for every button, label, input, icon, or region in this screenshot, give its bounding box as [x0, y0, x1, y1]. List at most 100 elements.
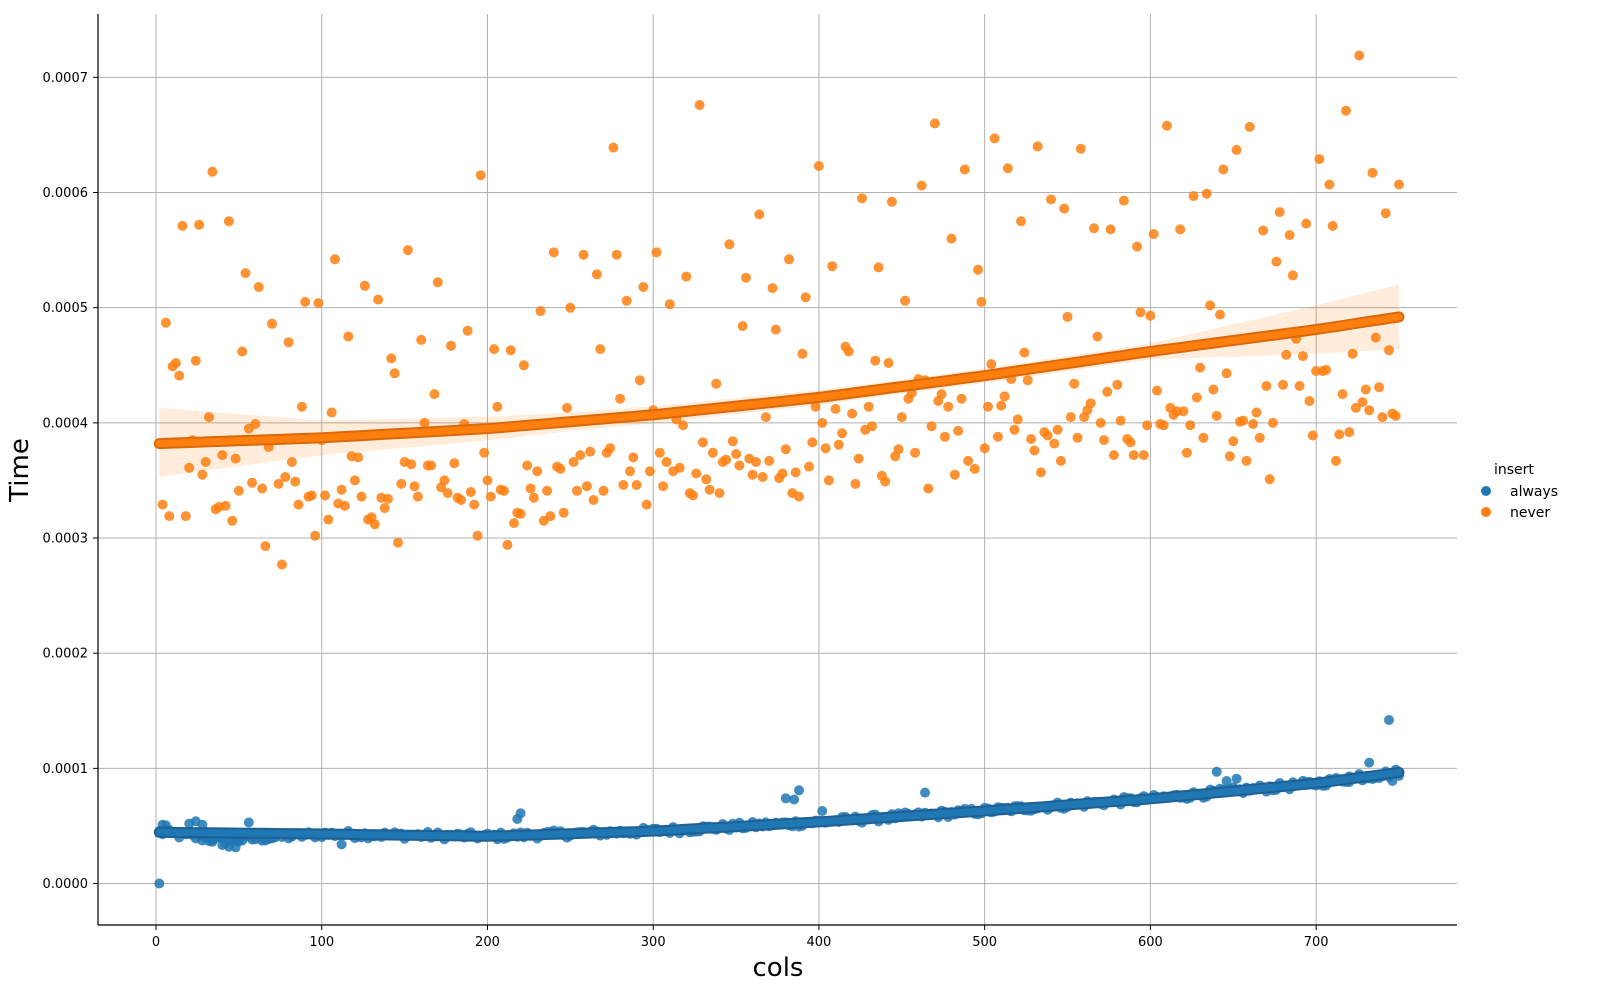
data-point-never	[654, 447, 665, 458]
x-tick-label: 700	[1304, 935, 1329, 950]
data-point-never	[1205, 300, 1216, 311]
data-point-never	[502, 539, 513, 550]
data-point-never	[664, 299, 675, 310]
data-point-never	[1042, 430, 1053, 441]
data-point-never	[1367, 167, 1378, 178]
data-point-never	[843, 346, 854, 357]
data-point-never	[160, 317, 171, 328]
data-point-never	[880, 476, 891, 487]
data-point-never	[528, 492, 539, 503]
data-point-never	[1324, 179, 1335, 190]
data-point-never	[1221, 368, 1232, 379]
y-tick-label: 0.0007	[43, 71, 89, 86]
legend-label-always: always	[1510, 484, 1558, 500]
data-point-always	[154, 878, 165, 889]
data-point-never	[1062, 311, 1073, 322]
data-point-never	[1360, 384, 1371, 395]
data-point-never	[247, 477, 258, 488]
data-point-never	[545, 511, 556, 522]
data-point-never	[1297, 351, 1308, 362]
data-point-never	[694, 100, 705, 110]
data-point-never	[850, 478, 861, 489]
data-point-never	[751, 457, 761, 467]
data-point-never	[1102, 386, 1113, 397]
data-point-always	[920, 787, 930, 798]
data-point-never	[986, 359, 997, 370]
data-point-never	[810, 401, 821, 412]
data-point-never	[651, 247, 662, 258]
data-point-never	[1089, 223, 1099, 234]
y-tick-label: 0.0004	[43, 416, 89, 431]
data-point-never	[449, 458, 460, 469]
data-point-never	[976, 296, 987, 307]
data-point-never	[797, 348, 808, 359]
data-point-never	[568, 457, 579, 467]
data-point-never	[369, 519, 380, 530]
data-point-never	[1012, 414, 1023, 425]
data-point-never	[174, 370, 185, 381]
data-point-never	[277, 559, 287, 570]
data-point-never	[353, 452, 364, 463]
data-point-never	[257, 483, 268, 494]
data-point-never	[1251, 407, 1262, 418]
data-point-never	[1092, 331, 1103, 342]
data-point-never	[896, 412, 907, 423]
data-point-never	[1258, 225, 1269, 236]
data-point-never	[973, 264, 983, 275]
data-point-never	[1354, 50, 1365, 61]
data-point-never	[644, 466, 655, 477]
data-point-never	[197, 469, 208, 480]
data-point-never	[1046, 194, 1056, 205]
x-tick-label: 500	[972, 935, 997, 950]
data-point-never	[953, 425, 964, 436]
data-point-never	[595, 344, 606, 355]
data-point-never	[1341, 105, 1351, 116]
data-point-never	[1301, 218, 1312, 229]
data-point-never	[389, 368, 400, 379]
data-point-never	[737, 321, 748, 332]
data-point-never	[1334, 429, 1345, 440]
data-point-never	[867, 421, 877, 432]
data-point-never	[1178, 406, 1189, 417]
data-point-never	[634, 375, 645, 386]
data-point-never	[1115, 415, 1126, 426]
data-point-never	[827, 261, 838, 272]
data-point-never	[1208, 384, 1219, 395]
data-point-never	[1384, 345, 1394, 356]
data-point-never	[1118, 195, 1129, 206]
data-point-never	[1036, 467, 1046, 478]
data-point-never	[946, 233, 957, 244]
data-point-never	[714, 488, 725, 499]
data-point-never	[1002, 163, 1013, 174]
data-point-never	[910, 447, 921, 458]
data-point-never	[741, 272, 751, 283]
confidence-bands	[159, 284, 1399, 841]
data-point-never	[721, 454, 732, 465]
data-point-never	[817, 417, 828, 428]
data-point-never	[1132, 241, 1143, 252]
x-axis-label: cols	[753, 953, 804, 983]
data-point-never	[157, 499, 168, 510]
data-point-never	[190, 355, 201, 366]
data-point-never	[1327, 220, 1338, 231]
data-point-always	[230, 842, 241, 853]
data-point-never	[326, 407, 337, 418]
data-point-never	[1357, 397, 1368, 408]
legend-label-never: never	[1510, 505, 1550, 521]
data-point-never	[873, 262, 884, 273]
data-point-never	[1112, 379, 1123, 390]
data-point-never	[1281, 349, 1292, 360]
data-point-never	[572, 485, 582, 496]
data-point-never	[747, 469, 758, 480]
data-point-never	[359, 280, 370, 291]
confidence-band-never	[159, 284, 1399, 477]
data-point-never	[548, 247, 559, 258]
data-point-never	[674, 462, 685, 473]
data-point-never	[794, 491, 804, 502]
data-point-never	[499, 485, 509, 496]
data-point-never	[1052, 424, 1063, 435]
data-point-never	[591, 269, 602, 280]
data-point-never	[194, 219, 205, 230]
data-point-never	[996, 400, 1007, 411]
legend: insert always never	[1481, 462, 1558, 521]
